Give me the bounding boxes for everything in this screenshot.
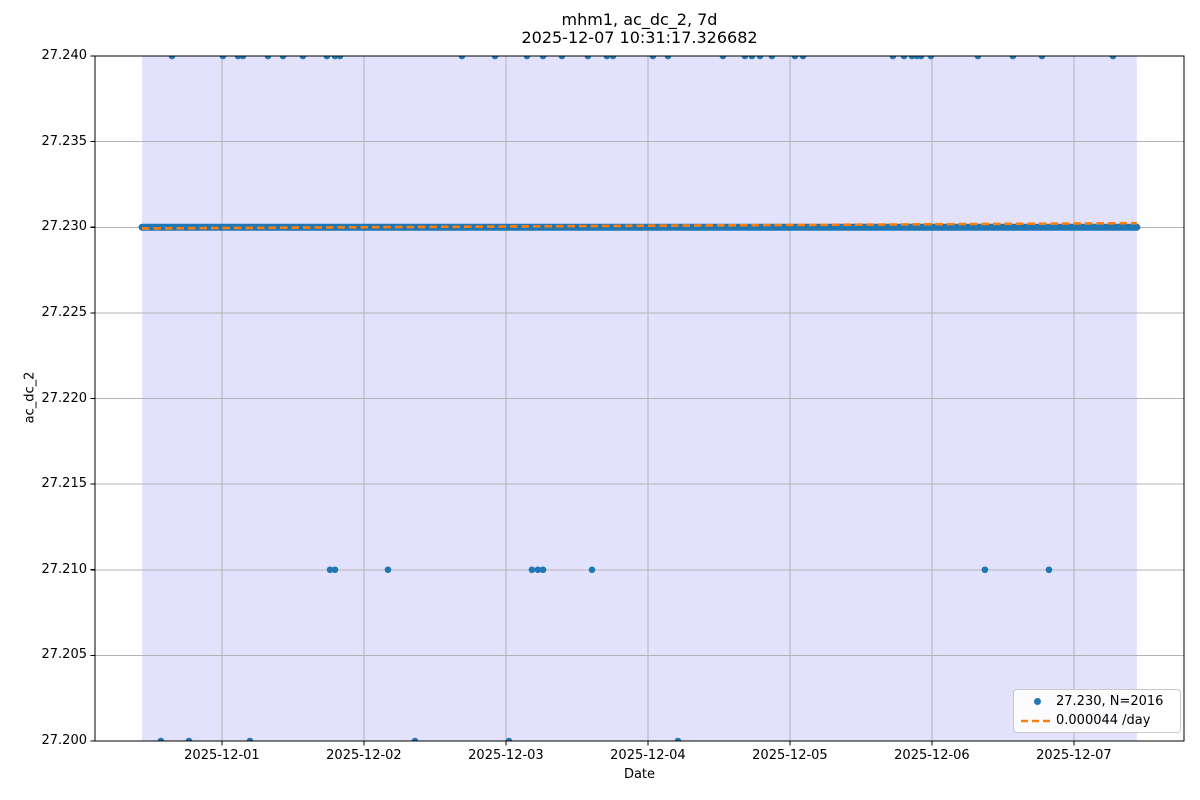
y-tick-label: 27.200 — [41, 733, 88, 748]
x-tick-label: 2025-12-01 — [184, 748, 260, 763]
chart-subtitle: 2025-12-07 10:31:17.326682 — [521, 28, 758, 47]
legend-item: 27.230, N=2016 — [1018, 693, 1174, 710]
legend-item: 0.000044 /day — [1018, 713, 1174, 730]
data-point — [908, 56, 916, 60]
data-point — [411, 737, 419, 741]
y-tick-label: 27.235 — [41, 133, 88, 149]
data-point — [523, 56, 531, 60]
data-point — [1045, 566, 1053, 574]
data-point — [674, 737, 682, 741]
data-point — [768, 56, 776, 60]
data-point — [588, 566, 596, 574]
data-point — [458, 56, 466, 60]
y-tick-label: 27.220 — [41, 390, 88, 406]
data-point — [558, 56, 566, 60]
y-tick-label: 27.225 — [41, 304, 88, 320]
data-point — [219, 56, 227, 60]
x-tick-label: 2025-12-05 — [752, 748, 828, 763]
data-point — [539, 566, 547, 574]
y-tick-label: 27.240 — [41, 48, 88, 63]
data-point — [323, 56, 331, 60]
data-point — [609, 56, 617, 60]
data-point — [927, 56, 935, 60]
dashed-line-icon — [1021, 719, 1053, 722]
data-point — [326, 566, 334, 574]
chart-title: mhm1, ac_dc_2, 7d — [561, 10, 718, 29]
data-point — [384, 566, 392, 574]
data-point — [331, 566, 339, 574]
data-point — [505, 737, 513, 741]
x-tick-label: 2025-12-04 — [610, 748, 686, 763]
x-tick-label: 2025-12-06 — [894, 748, 970, 763]
data-point — [917, 56, 925, 60]
data-point — [1009, 56, 1017, 60]
data-point — [539, 56, 547, 60]
y-tick-label: 27.230 — [41, 219, 88, 235]
data-point — [741, 56, 749, 60]
legend-label: 27.230, N=2016 — [1056, 693, 1164, 709]
legend-marker — [1018, 718, 1056, 724]
data-point — [719, 56, 727, 60]
data-point — [664, 56, 672, 60]
y-tick-label: 27.215 — [41, 476, 88, 492]
data-point — [264, 56, 272, 60]
data-point — [528, 566, 536, 574]
data-point — [491, 56, 499, 60]
data-point — [239, 56, 247, 60]
data-point — [331, 56, 339, 60]
y-axis-label: ac_dc_2 — [22, 371, 38, 424]
data-point — [649, 56, 657, 60]
data-point — [157, 737, 165, 741]
x-axis-label: Date — [623, 767, 656, 782]
legend: 27.230, N=2016 0.000044 /day — [1013, 689, 1181, 733]
x-tick-label: 2025-12-03 — [468, 748, 544, 763]
data-point — [234, 56, 242, 60]
data-point — [791, 56, 799, 60]
y-tick-label: 27.205 — [41, 647, 88, 663]
data-point — [279, 56, 287, 60]
data-point — [168, 56, 176, 60]
y-tick-label: 27.210 — [41, 561, 88, 577]
x-tick-label: 2025-12-07 — [1036, 748, 1112, 763]
data-point — [1109, 56, 1117, 60]
data-point — [974, 56, 982, 60]
legend-label: 0.000044 /day — [1056, 713, 1151, 729]
data-point — [748, 56, 756, 60]
data-point — [336, 56, 344, 60]
data-point — [299, 56, 307, 60]
data-point — [799, 56, 807, 60]
data-point — [185, 737, 193, 741]
chart-title-block: mhm1, ac_dc_2, 7d 2025-12-07 10:31:17.32… — [95, 11, 1184, 47]
data-point — [584, 56, 592, 60]
data-point — [981, 566, 989, 574]
data-point — [900, 56, 908, 60]
data-point — [603, 56, 611, 60]
data-point — [534, 566, 542, 574]
data-point — [1038, 56, 1046, 60]
scatter-marker-icon — [1033, 697, 1041, 705]
legend-marker — [1018, 697, 1056, 705]
trend-line — [141, 221, 1137, 230]
data-point — [889, 56, 897, 60]
x-tick-label: 2025-12-02 — [326, 748, 402, 763]
data-point — [246, 737, 254, 741]
data-point — [756, 56, 764, 60]
